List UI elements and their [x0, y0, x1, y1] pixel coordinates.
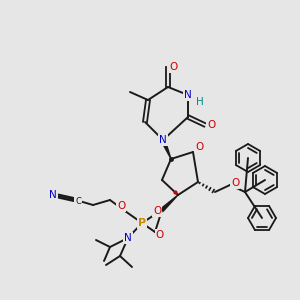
Text: C: C [75, 197, 81, 206]
Text: O: O [156, 230, 164, 240]
Text: O: O [153, 206, 161, 216]
Text: H: H [196, 97, 204, 107]
Polygon shape [161, 195, 178, 211]
Text: N: N [49, 190, 57, 200]
Text: N: N [159, 135, 167, 145]
Text: O: O [117, 201, 125, 211]
Text: O: O [207, 120, 215, 130]
Text: N: N [124, 233, 132, 243]
Text: O: O [196, 142, 204, 152]
Polygon shape [161, 139, 171, 159]
Text: P: P [138, 218, 146, 228]
Text: N: N [184, 90, 192, 100]
Text: O: O [231, 178, 239, 188]
Text: O: O [170, 62, 178, 72]
